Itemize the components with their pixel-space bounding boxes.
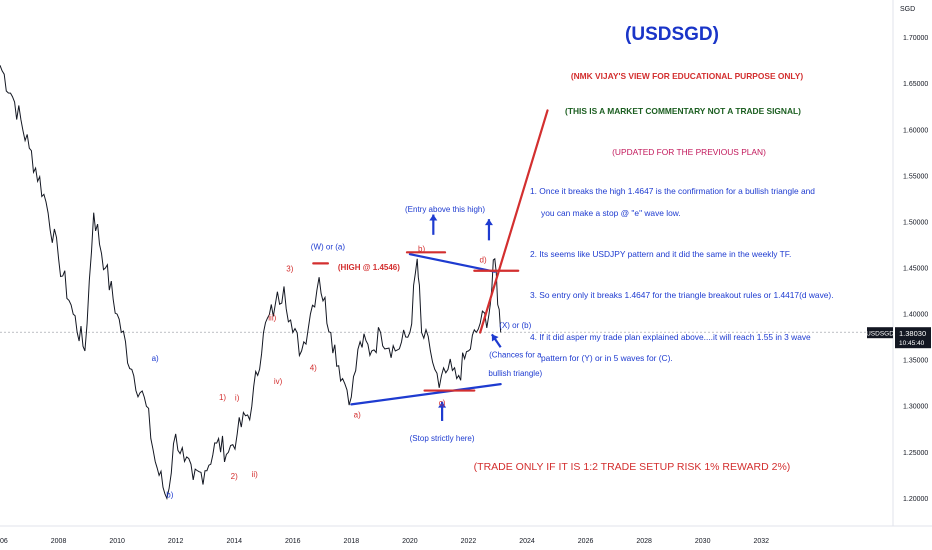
y-tick-label: 1.30000: [903, 404, 928, 411]
x-tick-label: 2016: [285, 538, 301, 545]
point-3: 3. So entry only it breaks 1.4647 for th…: [530, 290, 834, 300]
x-tick-label: 06: [0, 538, 8, 545]
wave-label: iv): [274, 377, 283, 386]
x-tick-label: 2018: [344, 538, 360, 545]
wave-label: a): [152, 354, 159, 363]
y-tick-label: 1.20000: [903, 496, 928, 503]
x-tick-label: 2010: [109, 538, 125, 545]
point-1: 1. Once it breaks the high 1.4647 is the…: [530, 186, 815, 196]
last-price-tag: USDSGD 1.38030 10:45:40: [866, 327, 931, 349]
wave-label: ii): [252, 470, 259, 479]
y-tick-label: 1.35000: [903, 358, 928, 365]
wave-label: 3): [286, 265, 293, 274]
arrow-head: [484, 219, 493, 226]
arrows-layer: [429, 214, 502, 421]
point-4-continued: pattern for (Y) or in 5 waves for (C).: [541, 353, 673, 363]
wave-label: 4): [310, 363, 317, 372]
arrow-head: [438, 401, 447, 408]
chart-annotation: (Chances for a: [489, 350, 542, 359]
point-4: 4. If it did asper my trade plan explain…: [530, 332, 811, 342]
plot-area: a) b) 1) i) 2) ii) iii) iv) 3) 4) a) b) c) d) (W) or …: [0, 65, 893, 501]
wave-label: 2): [231, 472, 238, 481]
x-tick-label: 2012: [168, 538, 184, 545]
price-series: [0, 65, 502, 501]
y-tick-label: 1.65000: [903, 81, 928, 88]
currency-label: SGD: [900, 6, 915, 13]
time-axis[interactable]: 06 2008 2010 2012 2014 2016 2018 2020 2022 2024 20…: [0, 525, 932, 550]
disclaimer-text: (NMK VIJAY'S VIEW FOR EDUCATIONAL PURPOS…: [571, 71, 804, 81]
trade-rule-text: (TRADE ONLY IF IT IS 1:2 TRADE SETUP RIS…: [474, 461, 791, 473]
chart-annotation: (HIGH @ 1.4546): [338, 263, 400, 272]
notice-text: (THIS IS A MARKET COMMENTARY NOT A TRADE…: [565, 106, 801, 116]
point-1-continued: you can make a stop @ "e" wave low.: [541, 208, 681, 218]
price-tag-countdown: 10:45:40: [899, 340, 925, 347]
price-tag-value: 1.38030: [899, 329, 926, 338]
trend-line: [350, 383, 502, 406]
y-tick-label: 1.45000: [903, 266, 928, 273]
x-tick-label: 2008: [51, 538, 67, 545]
x-tick-label: 2022: [461, 538, 477, 545]
x-tick-label: 2030: [695, 538, 711, 545]
arrow-head: [491, 334, 499, 342]
wave-label: iii): [268, 314, 276, 323]
price-tag-box: [895, 327, 931, 349]
wave-label: i): [235, 394, 240, 403]
wave-label: a): [354, 410, 361, 419]
y-tick-label: 1.40000: [903, 312, 928, 319]
drawings-layer: [312, 109, 549, 406]
chart-annotation: bullish triangle): [488, 369, 542, 378]
y-tick-label: 1.60000: [903, 127, 928, 134]
commentary-panel: (USDSGD) (NMK VIJAY'S VIEW FOR EDUCATION…: [474, 24, 834, 473]
point-2: 2. Its seems like USDJPY pattern and it …: [530, 249, 791, 259]
x-tick-label: 2020: [402, 538, 418, 545]
price-axis[interactable]: SGD 1.70000 1.65000 1.60000 1.55000 1.50000 1…: [866, 0, 932, 526]
wave-label: c): [439, 398, 446, 407]
x-tick-label: 2024: [519, 538, 535, 545]
update-text: (UPDATED FOR THE PREVIOUS PLAN): [612, 147, 766, 157]
trend-line: [408, 253, 496, 273]
chart-title: (USDSGD): [625, 24, 719, 45]
arrow-head: [429, 214, 438, 221]
x-tick-label: 2032: [753, 538, 769, 545]
chart-annotation: (W) or (a): [311, 243, 346, 252]
wave-label: d): [480, 255, 487, 264]
wave-label: 1): [219, 393, 226, 402]
chart-annotation: (Stop strictly here): [410, 434, 475, 443]
x-tick-label: 2014: [226, 538, 242, 545]
wave-label: b): [166, 490, 173, 499]
chart-annotation: (X) or (b): [499, 321, 531, 330]
symbol-tag: [867, 327, 893, 339]
y-tick-label: 1.50000: [903, 219, 928, 226]
x-tick-label: 2026: [578, 538, 594, 545]
trend-line: [479, 109, 549, 334]
x-tick-label: 2028: [636, 538, 652, 545]
annotations-layer: (W) or (a) (HIGH @ 1.4546) (Entry above th…: [311, 205, 543, 443]
symbol-tag-label: USDSGD: [866, 331, 894, 338]
chart-annotation: (Entry above this high): [405, 205, 485, 214]
wave-label: b): [418, 244, 425, 253]
y-tick-label: 1.25000: [903, 450, 928, 457]
wave-labels-layer: a) b) 1) i) 2) ii) iii) iv) 3) 4) a) b) c) d): [152, 244, 487, 499]
y-tick-label: 1.55000: [903, 173, 928, 180]
y-tick-label: 1.70000: [903, 35, 928, 42]
